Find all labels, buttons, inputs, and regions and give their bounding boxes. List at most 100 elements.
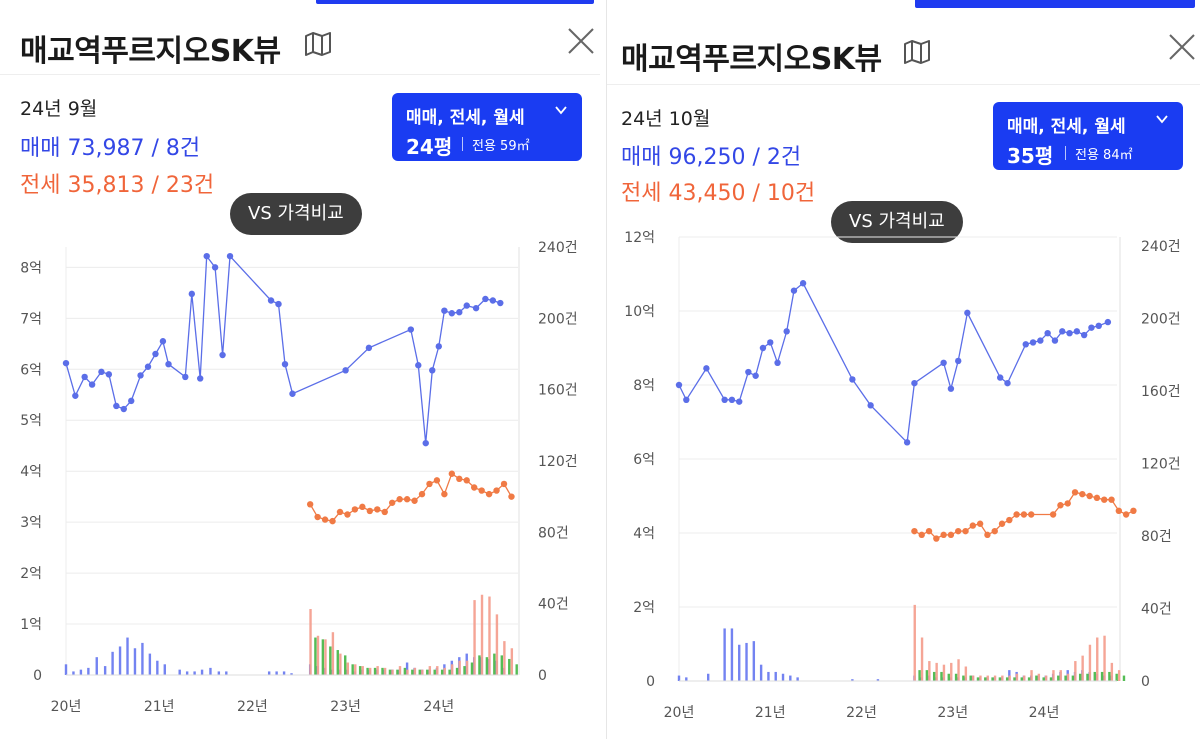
volume-bar — [979, 675, 982, 681]
price-point — [1115, 507, 1123, 514]
volume-bar — [1117, 670, 1121, 681]
volume-bar — [209, 667, 212, 675]
price-point — [411, 497, 418, 504]
volume-bar — [455, 667, 459, 675]
price-point — [790, 287, 798, 294]
price-point — [407, 326, 415, 333]
volume-bar — [1110, 662, 1114, 681]
volume-bar — [217, 671, 221, 675]
x-tick-label: 21년 — [144, 699, 175, 715]
volume-bar — [458, 660, 461, 675]
volume-bar — [515, 664, 518, 675]
volume-bar — [366, 667, 369, 675]
price-point — [137, 372, 144, 379]
volume-bar — [358, 666, 362, 675]
price-point — [1086, 492, 1093, 500]
volume-bar — [267, 671, 271, 675]
price-point — [306, 501, 314, 508]
volume-bar — [1066, 673, 1070, 681]
volume-bar — [925, 670, 929, 681]
volume-bar — [418, 669, 421, 675]
volume-bar — [225, 671, 228, 675]
sale-summary: 매매 96,250 / 2건 — [621, 145, 802, 170]
price-point — [1066, 330, 1073, 337]
filter-button[interactable]: 매매, 전세, 월세 24평 전용 59㎡ — [392, 93, 582, 161]
price-point — [435, 343, 442, 350]
map-icon[interactable] — [304, 32, 332, 56]
close-icon[interactable] — [1167, 32, 1197, 62]
close-icon[interactable] — [566, 26, 596, 56]
volume-bar — [1037, 673, 1041, 681]
volume-bar — [383, 667, 387, 675]
y-left-tick-label: 12억 — [624, 230, 655, 246]
filter-types: 매매, 전세, 월세 — [406, 108, 525, 128]
y-right-tick-label: 40건 — [538, 597, 569, 613]
y-left-tick-label: 4억 — [20, 464, 42, 480]
page-title: 매교역푸르지오SK뷰 — [20, 34, 281, 69]
price-point — [997, 374, 1004, 381]
y-right-tick-label: 80건 — [1141, 529, 1172, 545]
price-point — [849, 376, 856, 383]
volume-bar — [381, 667, 384, 675]
x-tick-label: 21년 — [755, 705, 786, 721]
filter-button[interactable]: 매매, 전세, 월세 35평 전용 84㎡ — [993, 102, 1183, 170]
volume-bar — [510, 648, 514, 675]
price-point — [1108, 496, 1115, 503]
y-left-tick-label: 1억 — [20, 617, 42, 633]
price-point — [448, 310, 456, 317]
volume-bar — [796, 677, 799, 681]
volume-bar — [495, 614, 499, 675]
price-point — [1122, 511, 1130, 518]
price-point — [1079, 490, 1086, 498]
y-left-tick-label: 3억 — [20, 515, 42, 531]
price-point — [203, 252, 210, 260]
volume-bar — [463, 666, 466, 675]
price-point — [226, 252, 234, 260]
volume-bar — [1020, 677, 1023, 681]
panel-right: 매교역푸르지오SK뷰 24년 10월 매매 96,250 / 2건 전세 43,… — [606, 0, 1200, 739]
volume-bar — [1122, 675, 1126, 681]
volume-bar — [321, 639, 325, 675]
volume-bar — [426, 669, 429, 675]
price-point — [767, 339, 774, 346]
x-tick-label: 20년 — [51, 699, 82, 715]
volume-bar — [373, 667, 377, 675]
price-point — [211, 264, 219, 271]
x-tick-label: 22년 — [237, 699, 268, 715]
volume-bar — [443, 667, 446, 675]
volume-bar — [163, 664, 166, 675]
price-line — [678, 282, 1109, 444]
chevron-down-icon — [555, 106, 567, 115]
volume-bar — [79, 669, 83, 675]
x-tick-label: 24년 — [1029, 705, 1060, 721]
active-tab-indicator — [316, 0, 594, 4]
price-point — [683, 396, 690, 403]
price-point — [329, 517, 336, 525]
volume-bar — [738, 644, 741, 681]
price-point — [799, 280, 807, 287]
price-point — [351, 506, 359, 513]
price-point — [1059, 328, 1066, 335]
volume-bar — [200, 669, 204, 675]
volume-bar — [1015, 673, 1019, 681]
price-point — [911, 527, 918, 535]
price-point — [281, 360, 289, 368]
volume-bar — [448, 669, 451, 675]
vs-compare-button[interactable]: VS 가격비교 — [230, 193, 362, 235]
volume-bar — [111, 651, 114, 675]
price-point — [472, 304, 480, 312]
vs-compare-button[interactable]: VS 가격비교 — [831, 201, 963, 243]
price-point — [182, 373, 189, 381]
price-point — [500, 480, 508, 488]
price-point — [774, 359, 781, 366]
volume-bar — [436, 666, 439, 675]
price-point — [1101, 496, 1108, 503]
volume-bar — [759, 664, 763, 681]
price-point — [1064, 500, 1071, 507]
map-icon[interactable] — [903, 40, 931, 64]
selected-month: 24년 9월 — [20, 98, 98, 120]
volume-bar — [156, 660, 159, 675]
volume-bar — [126, 637, 129, 675]
volume-bar — [928, 661, 931, 681]
volume-bar — [940, 671, 943, 681]
